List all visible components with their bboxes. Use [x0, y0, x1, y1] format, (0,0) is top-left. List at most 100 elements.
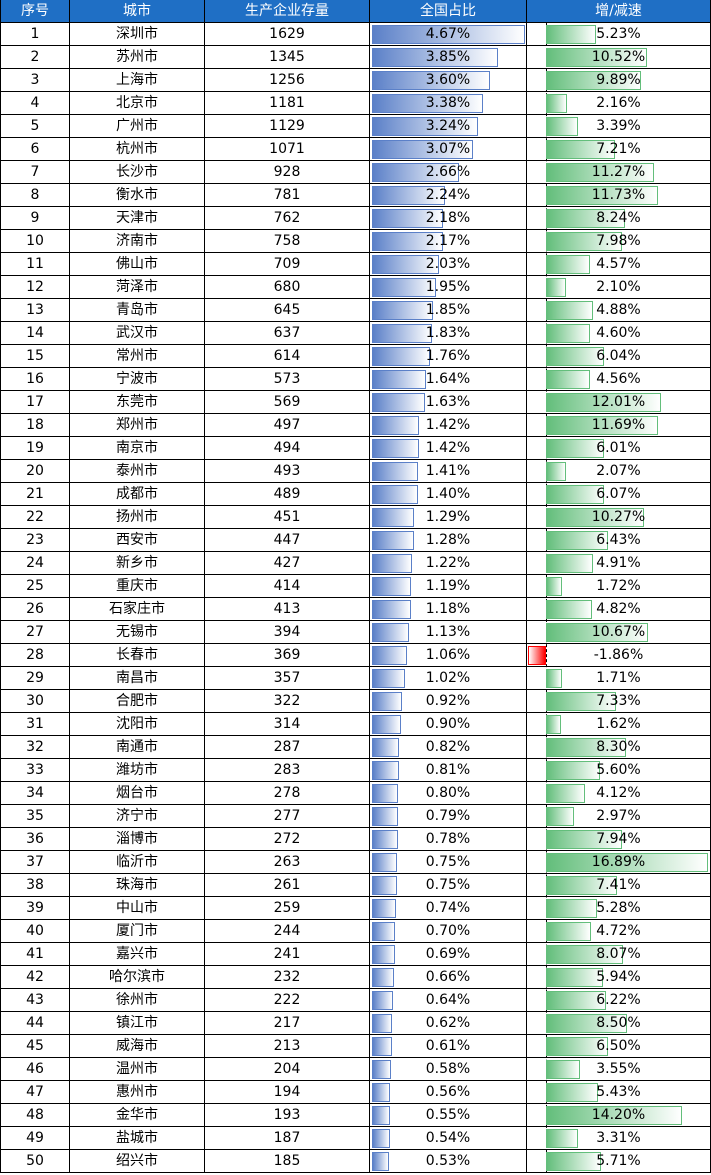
- growth-bar: [545, 301, 593, 320]
- city-text: 沈阳市: [116, 716, 158, 732]
- count-text: 357: [273, 670, 301, 686]
- city-cell: 长沙市: [70, 161, 205, 184]
- count-text: 680: [273, 279, 301, 295]
- city-cell: 珠海市: [70, 874, 205, 897]
- rank-text: 12: [26, 279, 44, 295]
- count-cell: 573: [205, 368, 370, 391]
- growth-text: 8.50%: [596, 1015, 641, 1031]
- share-cell: 1.95%: [370, 276, 527, 299]
- growth-text: 5.43%: [596, 1084, 641, 1100]
- share-cell: 0.74%: [370, 897, 527, 920]
- rank-cell: 43: [0, 989, 70, 1012]
- growth-cell: 2.16%: [527, 92, 711, 115]
- growth-bar: [545, 577, 563, 596]
- growth-cell: 10.27%: [527, 506, 711, 529]
- count-cell: 394: [205, 621, 370, 644]
- growth-bar: [545, 186, 659, 205]
- rank-text: 10: [26, 233, 44, 249]
- share-cell: 1.83%: [370, 322, 527, 345]
- share-bar: [372, 370, 426, 389]
- share-bar: [372, 807, 398, 826]
- city-text: 淄博市: [116, 831, 158, 847]
- rank-text: 14: [26, 325, 44, 341]
- city-text: 青岛市: [116, 302, 158, 318]
- growth-bar: [545, 209, 625, 228]
- rank-text: 3: [30, 72, 40, 88]
- growth-bar: [545, 1014, 628, 1033]
- city-text: 成都市: [116, 486, 158, 502]
- city-text: 重庆市: [116, 578, 158, 594]
- share-text: 1.63%: [425, 394, 471, 410]
- share-bar: [372, 508, 415, 527]
- city-text: 南昌市: [116, 670, 158, 686]
- rank-cell: 44: [0, 1012, 70, 1035]
- growth-bar: [545, 117, 579, 136]
- rank-cell: 25: [0, 575, 70, 598]
- growth-bar: [545, 347, 604, 366]
- growth-cell: 10.52%: [527, 46, 711, 69]
- share-text: 4.67%: [425, 26, 471, 42]
- growth-cell: 14.20%: [527, 1104, 711, 1127]
- count-text: 187: [273, 1130, 301, 1146]
- count-text: 1629: [269, 26, 305, 42]
- count-cell: 1256: [205, 69, 370, 92]
- city-cell: 济南市: [70, 230, 205, 253]
- count-text: 1345: [269, 49, 305, 65]
- rank-text: 36: [26, 831, 44, 847]
- growth-bar: [545, 324, 590, 343]
- count-text: 494: [273, 440, 301, 456]
- share-bar: [372, 692, 403, 711]
- city-cell: 苏州市: [70, 46, 205, 69]
- city-cell: 扬州市: [70, 506, 205, 529]
- city-text: 济宁市: [116, 808, 158, 824]
- count-cell: 614: [205, 345, 370, 368]
- share-bar: [372, 117, 479, 136]
- city-text: 宁波市: [116, 371, 158, 387]
- count-cell: 781: [205, 184, 370, 207]
- growth-text: 2.07%: [596, 463, 641, 479]
- rank-text: 30: [26, 693, 44, 709]
- city-text: 合肥市: [116, 693, 158, 709]
- growth-cell: 6.07%: [527, 483, 711, 506]
- growth-bar: [545, 278, 566, 297]
- rank-cell: 21: [0, 483, 70, 506]
- city-cell: 温州市: [70, 1058, 205, 1081]
- city-text: 镇江市: [116, 1015, 158, 1031]
- rank-text: 49: [26, 1130, 44, 1146]
- growth-text: 4.60%: [596, 325, 641, 341]
- rank-text: 42: [26, 969, 44, 985]
- city-text: 衡水市: [116, 187, 158, 203]
- count-cell: 494: [205, 437, 370, 460]
- rank-text: 6: [30, 141, 40, 157]
- growth-text: 3.55%: [596, 1061, 641, 1077]
- count-cell: 241: [205, 943, 370, 966]
- rank-cell: 18: [0, 414, 70, 437]
- city-cell: 威海市: [70, 1035, 205, 1058]
- city-text: 温州市: [116, 1061, 158, 1077]
- count-text: 194: [273, 1084, 301, 1100]
- share-text: 1.41%: [425, 463, 471, 479]
- count-text: 322: [273, 693, 301, 709]
- share-text: 0.92%: [425, 693, 471, 709]
- share-cell: 0.54%: [370, 1127, 527, 1150]
- share-cell: 0.82%: [370, 736, 527, 759]
- share-cell: 1.42%: [370, 437, 527, 460]
- rank-cell: 13: [0, 299, 70, 322]
- rank-cell: 29: [0, 667, 70, 690]
- rank-text: 2: [30, 49, 40, 65]
- rank-text: 28: [26, 647, 44, 663]
- growth-bar: [545, 945, 624, 964]
- rank-cell: 42: [0, 966, 70, 989]
- city-text: 东莞市: [116, 394, 158, 410]
- rank-text: 37: [26, 854, 44, 870]
- rank-cell: 24: [0, 552, 70, 575]
- count-text: 573: [273, 371, 301, 387]
- header-cell: 增/减速: [527, 0, 711, 23]
- growth-bar: [545, 991, 606, 1010]
- growth-text: 6.43%: [596, 532, 641, 548]
- count-text: 709: [273, 256, 301, 272]
- growth-text: 6.22%: [596, 992, 641, 1008]
- rank-text: 39: [26, 900, 44, 916]
- share-cell: 4.67%: [370, 23, 527, 46]
- count-cell: 497: [205, 414, 370, 437]
